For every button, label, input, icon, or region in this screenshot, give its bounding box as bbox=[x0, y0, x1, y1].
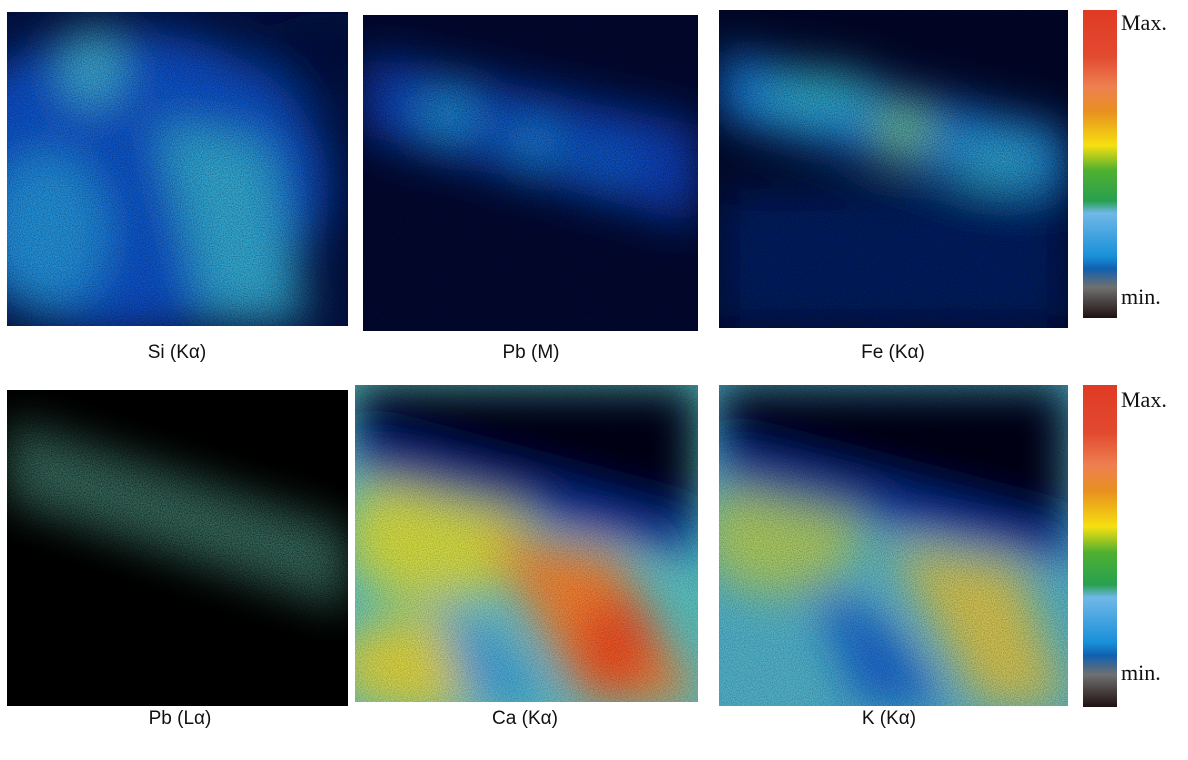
panel-label: Ca (Kα) bbox=[492, 708, 558, 729]
colorbar-max: Max. bbox=[1121, 387, 1167, 412]
colorbar-max: Max. bbox=[1121, 10, 1167, 35]
si-map bbox=[7, 12, 348, 326]
panel-label: K (Kα) bbox=[861, 708, 917, 729]
colorbar bbox=[1083, 385, 1117, 707]
panel-label: Pb (M) bbox=[502, 342, 560, 363]
panel-label: Si (Kα) bbox=[147, 342, 207, 363]
pb-l-map bbox=[7, 390, 348, 706]
panel-label: Pb (Lα) bbox=[148, 708, 212, 729]
k-map bbox=[719, 385, 1068, 706]
colorbar bbox=[1083, 10, 1117, 318]
colorbar-min: min. bbox=[1121, 284, 1161, 309]
ca-map bbox=[355, 385, 698, 702]
colorbar-min: min. bbox=[1121, 660, 1161, 685]
panel-label: Fe (Kα) bbox=[861, 342, 925, 363]
fe-map bbox=[719, 10, 1068, 328]
pb-m-map bbox=[363, 15, 698, 331]
